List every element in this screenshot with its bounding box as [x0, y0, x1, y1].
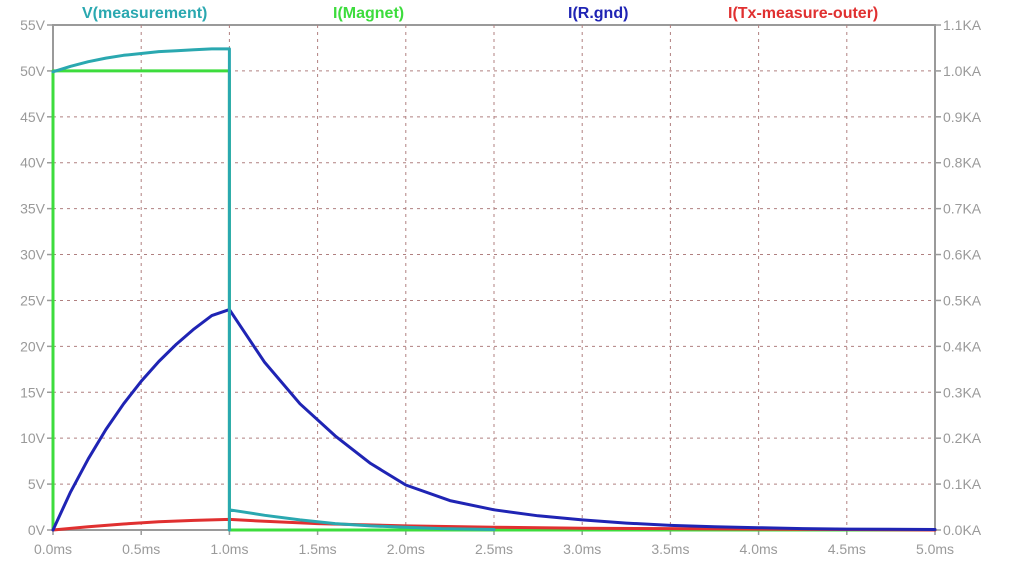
x-tick-label: 2.0ms	[387, 541, 425, 557]
y-right-tick-label: 1.1KA	[943, 17, 982, 33]
y-left-tick-label: 45V	[20, 109, 46, 125]
legend-i-magnet: I(Magnet)	[333, 5, 405, 22]
y-right-tick-label: 0.0KA	[943, 522, 982, 538]
series-i-tx-measure-outer-line	[51, 517, 937, 532]
x-tick-label: 0.5ms	[122, 541, 160, 557]
y-right-tick-label: 0.6KA	[943, 247, 982, 263]
y-left-tick-label: 30V	[20, 247, 46, 263]
x-tick-label: 5.0ms	[916, 541, 954, 557]
y-right-tick-label: 1.0KA	[943, 63, 982, 79]
x-tick-label: 4.5ms	[828, 541, 866, 557]
x-tick-label: 3.0ms	[563, 541, 601, 557]
y-right-tick-label: 0.9KA	[943, 109, 982, 125]
y-right-tick-label: 0.7KA	[943, 201, 982, 217]
x-tick-label: 4.0ms	[740, 541, 778, 557]
series-v-measurement-line	[51, 47, 496, 532]
y-right-tick-label: 0.4KA	[943, 338, 982, 354]
series-i-r-gnd-line	[51, 308, 937, 532]
y-right-tick-label: 0.1KA	[943, 476, 982, 492]
y-left-tick-label: 40V	[20, 155, 46, 171]
x-tick-label: 1.0ms	[210, 541, 248, 557]
legend-i-tx-measure-outer: I(Tx-measure-outer)	[728, 5, 879, 22]
legend-v-measurement: V(measurement)	[82, 5, 208, 22]
y-left-tick-label: 50V	[20, 63, 46, 79]
y-left-tick-label: 25V	[20, 292, 46, 308]
y-left-tick-label: 10V	[20, 430, 46, 446]
y-left-tick-label: 20V	[20, 338, 46, 354]
y-left-tick-label: 35V	[20, 201, 46, 217]
legend-i-r-gnd: I(R.gnd)	[568, 5, 629, 22]
y-left-tick-label: 55V	[20, 17, 46, 33]
x-tick-label: 0.0ms	[34, 541, 72, 557]
x-tick-label: 1.5ms	[299, 541, 337, 557]
x-tick-label: 2.5ms	[475, 541, 513, 557]
y-right-tick-label: 0.2KA	[943, 430, 982, 446]
x-tick-label: 3.5ms	[651, 541, 689, 557]
y-right-tick-label: 0.5KA	[943, 292, 982, 308]
y-left-tick-label: 15V	[20, 384, 46, 400]
y-left-tick-label: 5V	[28, 476, 46, 492]
y-right-tick-label: 0.3KA	[943, 384, 982, 400]
y-right-tick-label: 0.8KA	[943, 155, 982, 171]
y-left-tick-label: 0V	[28, 522, 46, 538]
